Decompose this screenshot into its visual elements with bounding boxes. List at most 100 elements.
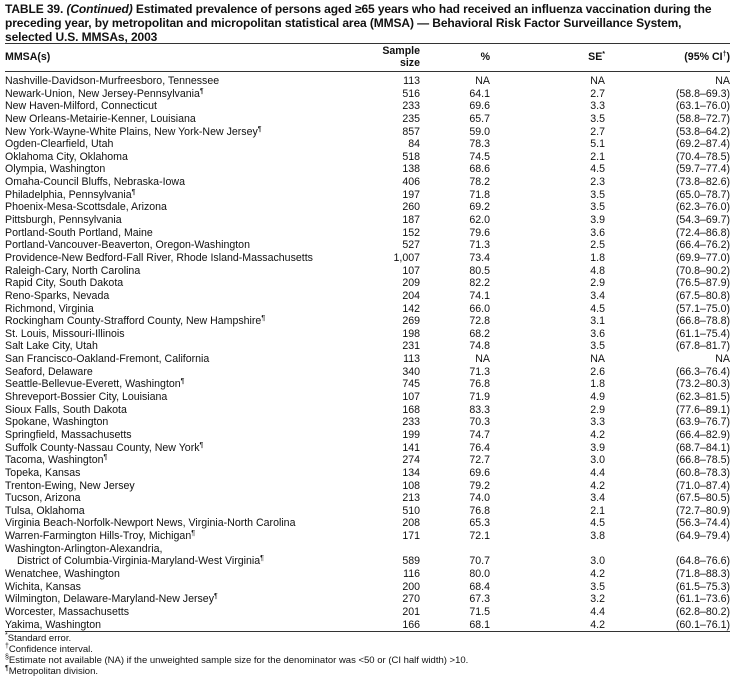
confidence-interval: (59.7–77.4) (675, 163, 730, 176)
mmsa-name: Pittsburgh, Pennsylvania (5, 214, 122, 227)
mmsa-name-cell: Nashville-Davidson-Murfreesboro, Tenness… (5, 72, 360, 88)
sample-size: 199 (402, 428, 420, 441)
mmsa-name-cell: Reno-Sparks, Nevada (5, 290, 360, 303)
table-row: St. Louis, Missouri-Illinois 198 68.2 3.6 (6… (5, 328, 730, 341)
footnote-mark: ¶ (5, 665, 9, 672)
mmsa-name: Yakima, Washington (5, 618, 101, 631)
confidence-interval: (67.5–80.5) (675, 492, 730, 505)
sample-size: 152 (402, 226, 420, 239)
percent: 67.3 (469, 593, 490, 606)
mmsa-name-cell: Portland-Vancouver-Beaverton, Oregon-Was… (5, 239, 360, 252)
mmsa-name-cell: New York-Wayne-White Plains, New York-Ne… (5, 126, 360, 139)
mmsa-name: Spokane, Washington (5, 416, 109, 429)
standard-error: 3.0 (590, 555, 605, 568)
continued-label: (Continued) (66, 2, 133, 16)
mmsa-name-cell: Newark-Union, New Jersey-Pennsylvania¶ (5, 88, 360, 101)
standard-error: 4.2 (590, 567, 605, 580)
mmsa-name: Olympia, Washington (5, 163, 106, 176)
confidence-interval: (56.3–74.4) (675, 517, 730, 530)
standard-error: 4.4 (590, 466, 605, 479)
table-row: Warren-Farmington Hills-Troy, Michigan¶ 1… (5, 530, 730, 543)
mmsa-name-cell: Salt Lake City, Utah (5, 340, 360, 353)
standard-error: 2.7 (590, 87, 605, 100)
standard-error: 3.5 (590, 340, 605, 353)
ci-footnote-mark: † (722, 51, 727, 58)
sample-size: 116 (403, 567, 420, 580)
footnote: †Confidence interval. (5, 643, 468, 655)
percent: 71.5 (469, 605, 490, 618)
mmsa-name-cell: Spokane, Washington (5, 416, 360, 429)
confidence-interval: (61.5–75.3) (675, 580, 730, 593)
mmsa-name-cell: Yakima, Washington (5, 618, 360, 633)
mmsa-name: Trenton-Ewing, New Jersey (5, 479, 135, 492)
sample-size: 198 (402, 327, 420, 340)
table-row: Sioux Falls, South Dakota 168 83.3 2.9 (77.6… (5, 404, 730, 417)
table-row: Richmond, Virginia 142 66.0 4.5 (57.1–75.0) (5, 303, 730, 316)
confidence-interval: (61.1–73.6) (675, 593, 730, 606)
mmsa-name: Shreveport-Bossier City, Louisiana (5, 391, 168, 404)
mmsa-name: Washington-Arlington-Alexandria, (5, 542, 163, 555)
mmsa-name: Salt Lake City, Utah (5, 340, 98, 353)
standard-error: 2.1 (590, 150, 605, 163)
mmsa-name: Virginia Beach-Norfolk-Newport News, Vir… (5, 517, 296, 530)
mmsa-name-cell: Pittsburgh, Pennsylvania (5, 214, 360, 227)
mmsa-name-line2: District of Columbia-Virginia-Maryland-W… (17, 555, 261, 568)
mmsa-name-cell: Seattle-Bellevue-Everett, Washington¶ (5, 378, 360, 391)
table-row: Providence-New Bedford-Fall River, Rhode… (5, 252, 730, 265)
col-header-ci: (95% CI†) (605, 43, 730, 72)
percent: 76.8 (469, 378, 490, 391)
sample-size: 209 (402, 277, 420, 290)
sample-size: 270 (402, 593, 420, 606)
sample-size: 107 (402, 264, 420, 277)
percent: 68.2 (469, 327, 490, 340)
sample-size: 233 (402, 100, 420, 113)
mmsa-name-cell: Providence-New Bedford-Fall River, Rhode… (5, 252, 360, 265)
percent: 69.2 (469, 201, 490, 214)
standard-error: 3.8 (590, 530, 605, 543)
mmsa-name: Wenatchee, Washington (5, 567, 120, 580)
percent: 74.5 (469, 150, 490, 163)
mmsa-name-cell: Portland-South Portland, Maine (5, 227, 360, 240)
confidence-interval: (67.8–81.7) (675, 340, 730, 353)
mmsa-name: Wilmington, Delaware-Maryland-New Jersey (5, 593, 214, 606)
table-row: Tulsa, Oklahoma 510 76.8 2.1 (72.7–80.9) (5, 505, 730, 518)
mmsa-name: New Orleans-Metairie-Kenner, Louisiana (5, 112, 196, 125)
footnote-text: Estimate not available (NA) if the unwei… (8, 655, 469, 666)
footnote-text: Standard error. (7, 633, 72, 644)
mmsa-name-cell: Virginia Beach-Norfolk-Newport News, Vir… (5, 517, 360, 530)
mmsa-name-cell: Trenton-Ewing, New Jersey (5, 480, 360, 493)
confidence-interval: (72.4–86.8) (675, 226, 730, 239)
confidence-interval: (63.9–76.7) (675, 416, 730, 429)
mmsa-name-cell: Rockingham County-Strafford County, New … (5, 315, 360, 328)
sample-size: 1,007 (393, 251, 420, 264)
table-caption: Estimated prevalence of persons aged ≥65… (5, 2, 712, 44)
percent: 80.5 (469, 264, 490, 277)
percent: 74.1 (469, 289, 490, 302)
table-row: Portland-Vancouver-Beaverton, Oregon-Was… (5, 239, 730, 252)
mmsa-name-cell: New Orleans-Metairie-Kenner, Louisiana (5, 113, 360, 126)
mmsa-name: Worcester, Massachusetts (5, 605, 130, 618)
confidence-interval: (57.1–75.0) (675, 302, 730, 315)
percent: 70.7 (469, 555, 490, 568)
percent: 68.1 (420, 618, 490, 633)
sample-size: 200 (402, 580, 420, 593)
table-row: Nashville-Davidson-Murfreesboro, Tenness… (5, 72, 730, 88)
standard-error: 3.3 (590, 416, 605, 429)
percent: 70.3 (469, 416, 490, 429)
mmsa-name: Sioux Falls, South Dakota (5, 403, 127, 416)
mmsa-name: Tulsa, Oklahoma (5, 504, 85, 517)
confidence-interval: (71.0–87.4) (675, 479, 730, 492)
mmsa-name-cell: Tacoma, Washington¶ (5, 454, 360, 467)
percent: NA (475, 353, 490, 366)
sample-size: 142 (402, 302, 420, 315)
sample-size: 510 (402, 504, 420, 517)
percent: 69.6 (469, 100, 490, 113)
mmsa-name-cell: St. Louis, Missouri-Illinois (5, 328, 360, 341)
percent: 76.4 (469, 441, 490, 454)
standard-error: 3.5 (590, 112, 605, 125)
sample-size: 208 (402, 517, 420, 530)
percent: 74.0 (469, 492, 490, 505)
mmsa-name: Raleigh-Cary, North Carolina (5, 264, 141, 277)
standard-error: 3.6 (590, 327, 605, 340)
table-row: Rapid City, South Dakota 209 82.2 2.9 (76.5–… (5, 277, 730, 290)
